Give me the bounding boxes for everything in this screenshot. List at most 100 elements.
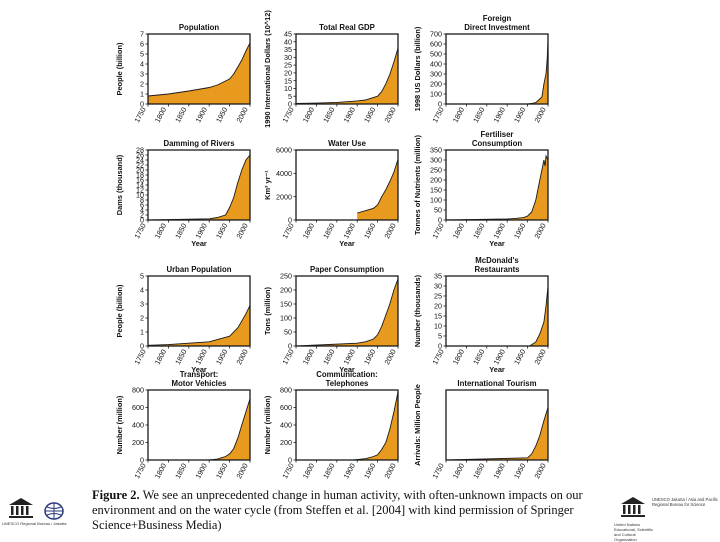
x-tick-label: 1950 — [214, 348, 229, 366]
y-tick-label: 0 — [288, 100, 292, 109]
x-tick-label: 1750 — [132, 348, 147, 366]
x-axis-label: Year — [191, 239, 207, 248]
x-axis-label: Year — [489, 479, 505, 480]
x-tick-label: 2000 — [234, 348, 249, 366]
x-tick-label: 1750 — [280, 222, 295, 240]
x-tick-label: 1900 — [492, 222, 507, 240]
y-tick-label: 0 — [140, 342, 144, 351]
y-tick-label: 12 — [136, 186, 144, 195]
area-fill — [296, 391, 398, 460]
y-tick-label: 10 — [434, 322, 442, 331]
x-tick-label: 1900 — [492, 106, 507, 124]
y-tick-label: 7 — [140, 30, 144, 39]
x-tick-label: 1750 — [132, 222, 147, 240]
plot-frame — [445, 33, 549, 105]
series-line — [147, 42, 251, 97]
y-tick-label: 50 — [434, 206, 442, 215]
chart-title: Consumption — [472, 139, 522, 148]
y-tick-label: 1 — [140, 90, 144, 99]
y-tick-label: 2 — [140, 211, 144, 220]
x-tick-label: 2000 — [382, 348, 397, 366]
x-tick-label: 2000 — [532, 348, 547, 366]
chart-title: International Tourism — [457, 379, 536, 388]
x-tick-label: 1850 — [471, 106, 486, 124]
unesco-logo-right — [620, 496, 646, 518]
x-tick-label: 1750 — [280, 348, 295, 366]
y-tick-label: 0 — [140, 100, 144, 109]
x-tick-label: 2000 — [382, 106, 397, 124]
y-tick-label: 35 — [434, 272, 442, 281]
plot-frame — [445, 275, 549, 347]
chart-panel-11: 0 200 400 600 800 1750 1800 1850 1900 1950 2000 Com… — [263, 370, 399, 480]
y-tick-label: 4 — [140, 206, 144, 215]
chart-title: Fertiliser — [481, 130, 514, 139]
chart-title: Telephones — [326, 379, 369, 388]
y-tick-label: 26 — [136, 151, 144, 160]
y-tick-label: 400 — [132, 421, 144, 430]
x-tick-label: 1800 — [451, 462, 466, 480]
y-tick-label: 6 — [140, 201, 144, 210]
x-tick-label: 1850 — [471, 462, 486, 480]
y-tick-label: 4000 — [276, 169, 292, 178]
chart-title: Water Use — [328, 139, 367, 148]
series-line — [446, 38, 549, 105]
plot-frame — [445, 149, 549, 221]
chart-title: Restaurants — [474, 265, 520, 274]
y-axis-label: People (billion) — [115, 284, 124, 338]
chart-title: McDonald's — [475, 256, 519, 265]
x-tick-label: 1900 — [342, 222, 357, 240]
y-tick-label: 2 — [140, 314, 144, 323]
x-tick-label: 2000 — [234, 106, 249, 124]
chart-title: Communication: — [316, 370, 378, 379]
y-tick-label: 300 — [430, 70, 442, 79]
y-tick-label: 350 — [430, 146, 442, 155]
y-tick-label: 5 — [438, 332, 442, 341]
y-tick-label: 25 — [434, 292, 442, 301]
x-tick-label: 1950 — [214, 462, 229, 480]
series-line — [295, 278, 399, 347]
y-tick-label: 100 — [430, 90, 442, 99]
globe-logo — [44, 502, 64, 520]
y-tick-label: 15 — [284, 76, 292, 85]
x-tick-label: 2000 — [234, 462, 249, 480]
chart-title: Foreign — [483, 14, 512, 23]
plot-frame — [295, 33, 399, 105]
x-axis-label: Year — [339, 239, 355, 248]
x-tick-label: 1850 — [321, 222, 336, 240]
caption-line-2: environment and on the water cycle (from… — [92, 503, 574, 517]
y-tick-label: 200 — [132, 438, 144, 447]
x-tick-label: 1950 — [512, 106, 527, 124]
caption-label: Figure 2. — [92, 488, 140, 502]
x-tick-label: 1900 — [194, 222, 209, 240]
y-axis-label: Dams (thousand) — [115, 154, 124, 215]
series-line — [147, 154, 251, 221]
x-tick-label: 1800 — [301, 462, 316, 480]
x-tick-label: 1850 — [321, 348, 336, 366]
series-line — [446, 285, 549, 347]
y-tick-label: 3 — [140, 300, 144, 309]
x-tick-label: 1800 — [153, 222, 168, 240]
area-fill — [446, 39, 548, 104]
chart-panel-12: 1750 1800 1850 1900 1950 2000 International To… — [413, 379, 549, 480]
chart-title: Paper Consumption — [310, 265, 384, 274]
y-tick-label: 0 — [438, 342, 442, 351]
y-tick-label: 2000 — [276, 192, 292, 201]
x-tick-label: 1950 — [362, 222, 377, 240]
x-tick-label: 2000 — [382, 462, 397, 480]
y-tick-label: 250 — [430, 166, 442, 175]
y-tick-label: 20 — [434, 302, 442, 311]
y-tick-label: 600 — [132, 403, 144, 412]
figure-caption: Figure 2. We see an unprecedented change… — [92, 488, 592, 533]
y-tick-label: 45 — [284, 30, 292, 39]
x-tick-label: 1850 — [173, 462, 188, 480]
x-tick-label: 1850 — [321, 462, 336, 480]
y-tick-label: 3 — [140, 70, 144, 79]
y-axis-label: People (billion) — [115, 42, 124, 96]
y-tick-label: 600 — [280, 403, 292, 412]
x-tick-label: 1800 — [301, 348, 316, 366]
x-tick-label: 1750 — [430, 106, 445, 124]
